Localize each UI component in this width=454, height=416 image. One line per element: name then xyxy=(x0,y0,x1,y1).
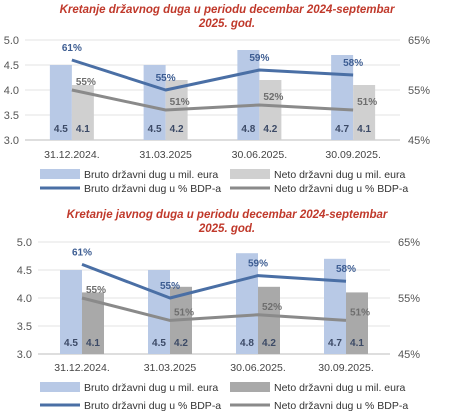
chart-1-bar-value-label: 4.2 xyxy=(170,124,184,135)
chart-1-legend-label: Neto državni dug u % BDP-a xyxy=(274,183,408,195)
chart-1-category-label: 30.06.2025. xyxy=(232,149,287,161)
chart-1-bar-value-label: 4.2 xyxy=(263,124,277,135)
chart-2-y2tick-label: 65% xyxy=(398,237,420,249)
chart-1-ytick-label: 3.5 xyxy=(4,110,19,122)
chart-2-title-line1: Kretanje javnog duga u periodu decembar … xyxy=(66,209,388,221)
chart-2-line-value-label: 59% xyxy=(248,259,268,270)
chart-2-legend-swatch xyxy=(230,382,270,392)
chart-2-bar-neto xyxy=(258,286,280,354)
chart-2-ytick-label: 4.0 xyxy=(17,293,32,305)
chart-1-bar-neto xyxy=(259,80,282,140)
chart-1-line-neto-pct xyxy=(71,88,354,112)
chart-1-bar-value-label: 4.5 xyxy=(54,124,68,135)
chart-1-line-value-label: 51% xyxy=(357,97,377,108)
chart-1-legend-label: Neto državni dug u mil. eura xyxy=(274,169,405,181)
chart-2-category-label: 31.03.2025 xyxy=(144,362,197,374)
chart-1-legend-swatch xyxy=(40,169,80,179)
chart-2-ytick-label: 3.0 xyxy=(17,349,32,361)
chart-1-legend-label: Bruto državni dug u mil. eura xyxy=(84,169,218,181)
chart-2-line-value-label: 58% xyxy=(336,264,356,275)
chart-1-bar-value-label: 4.1 xyxy=(357,124,371,135)
chart-2-bar-value-label: 4.1 xyxy=(350,338,364,349)
chart-2-category-label: 30.06.2025. xyxy=(230,362,285,374)
chart-1-legend-label: Bruto državni dug u % BDP-a xyxy=(84,183,221,195)
chart-2-title-line2: 2025. god. xyxy=(198,223,256,235)
chart-1-bar-value-label: 4.8 xyxy=(241,124,255,135)
chart-2-line-neto-pct xyxy=(81,296,347,322)
chart-1-y2tick-label: 45% xyxy=(408,135,430,147)
chart-2-bar-bruto xyxy=(324,258,346,354)
chart-1-title-line2: 2025. god. xyxy=(198,18,256,30)
chart-1-ytick-label: 5.0 xyxy=(4,35,19,47)
chart-2-category-label: 30.09.2025. xyxy=(318,362,373,374)
chart-1-line-value-label: 52% xyxy=(263,92,283,103)
chart-2-title: Kretanje javnog duga u periodu decembar … xyxy=(0,208,454,236)
chart-1-ytick-label: 4.5 xyxy=(4,60,19,72)
chart-2-bar-value-label: 4.5 xyxy=(152,338,166,349)
chart-1-bar-value-label: 4.7 xyxy=(335,124,349,135)
chart-2-legend-swatch xyxy=(40,382,80,392)
chart-1-category-label: 30.09.2025. xyxy=(325,149,380,161)
chart-1-line-value-label: 55% xyxy=(76,77,96,88)
chart-2-bar-value-label: 4.8 xyxy=(240,338,254,349)
chart-1-bar-value-label: 4.5 xyxy=(148,124,162,135)
chart-1-line-value-label: 51% xyxy=(170,97,190,108)
chart-2-bar-value-label: 4.5 xyxy=(64,338,78,349)
chart-1-bar-neto xyxy=(353,85,376,140)
chart-2-legend-label: Neto državni dug u % BDP-a xyxy=(274,400,408,412)
chart-2-line-value-label: 52% xyxy=(262,302,282,313)
chart-1-legend-swatch xyxy=(230,169,270,179)
chart-2-legend-label: Bruto državni dug u % BDP-a xyxy=(84,400,221,412)
chart-2-legend-label: Bruto državni dug u mil. eura xyxy=(84,382,218,394)
chart-1-category-label: 31.12.2024. xyxy=(44,149,99,161)
chart-1-y2tick-label: 65% xyxy=(408,35,430,47)
chart-2-bar-neto xyxy=(346,292,368,354)
chart-2-ytick-label: 3.5 xyxy=(17,321,32,333)
chart-2-line-value-label: 51% xyxy=(350,307,370,318)
chart-1-line-value-label: 61% xyxy=(62,43,82,54)
chart-1-y2tick-label: 55% xyxy=(408,85,430,97)
chart-2-line-value-label: 55% xyxy=(160,281,180,292)
chart-2-line-bruto-pct xyxy=(81,262,347,300)
chart-1-category-label: 31.03.2025 xyxy=(139,149,192,161)
chart-1-bar-bruto xyxy=(49,65,72,140)
chart-2-ytick-label: 5.0 xyxy=(17,237,32,249)
chart-2-category-label: 31.12.2024. xyxy=(54,362,109,374)
chart-2-bar-value-label: 4.2 xyxy=(262,338,276,349)
chart-1-title-line1: Kretanje državnog duga u periodu decemba… xyxy=(59,4,395,16)
chart-2-ytick-label: 4.5 xyxy=(17,265,32,277)
chart-1-ytick-label: 3.0 xyxy=(4,135,19,147)
chart-2-bar-value-label: 4.2 xyxy=(174,338,188,349)
chart-1-title: Kretanje državnog duga u periodu decemba… xyxy=(0,3,454,31)
chart-2-bar-value-label: 4.7 xyxy=(328,338,342,349)
chart-2-line-value-label: 55% xyxy=(86,285,106,296)
chart-2-y2tick-label: 45% xyxy=(398,349,420,361)
chart-1-bar-value-label: 4.1 xyxy=(76,124,90,135)
chart-2-legend-label: Neto državni dug u mil. eura xyxy=(274,382,405,394)
chart-2-line-value-label: 61% xyxy=(72,247,92,258)
chart-1-line-value-label: 55% xyxy=(156,73,176,84)
chart-1-line-bruto-pct xyxy=(71,58,354,92)
chart-2-line-value-label: 51% xyxy=(174,307,194,318)
chart-2-bar-neto xyxy=(82,292,104,354)
chart-1-line-value-label: 59% xyxy=(249,53,269,64)
chart-2-y2tick-label: 55% xyxy=(398,293,420,305)
chart-1-line-value-label: 58% xyxy=(343,58,363,69)
chart-2-bar-bruto xyxy=(60,270,82,354)
chart-2-bar-value-label: 4.1 xyxy=(86,338,100,349)
chart-1-ytick-label: 4.0 xyxy=(4,85,19,97)
chart-1-bar-bruto xyxy=(331,55,354,140)
chart-1-bar-neto xyxy=(71,85,94,140)
